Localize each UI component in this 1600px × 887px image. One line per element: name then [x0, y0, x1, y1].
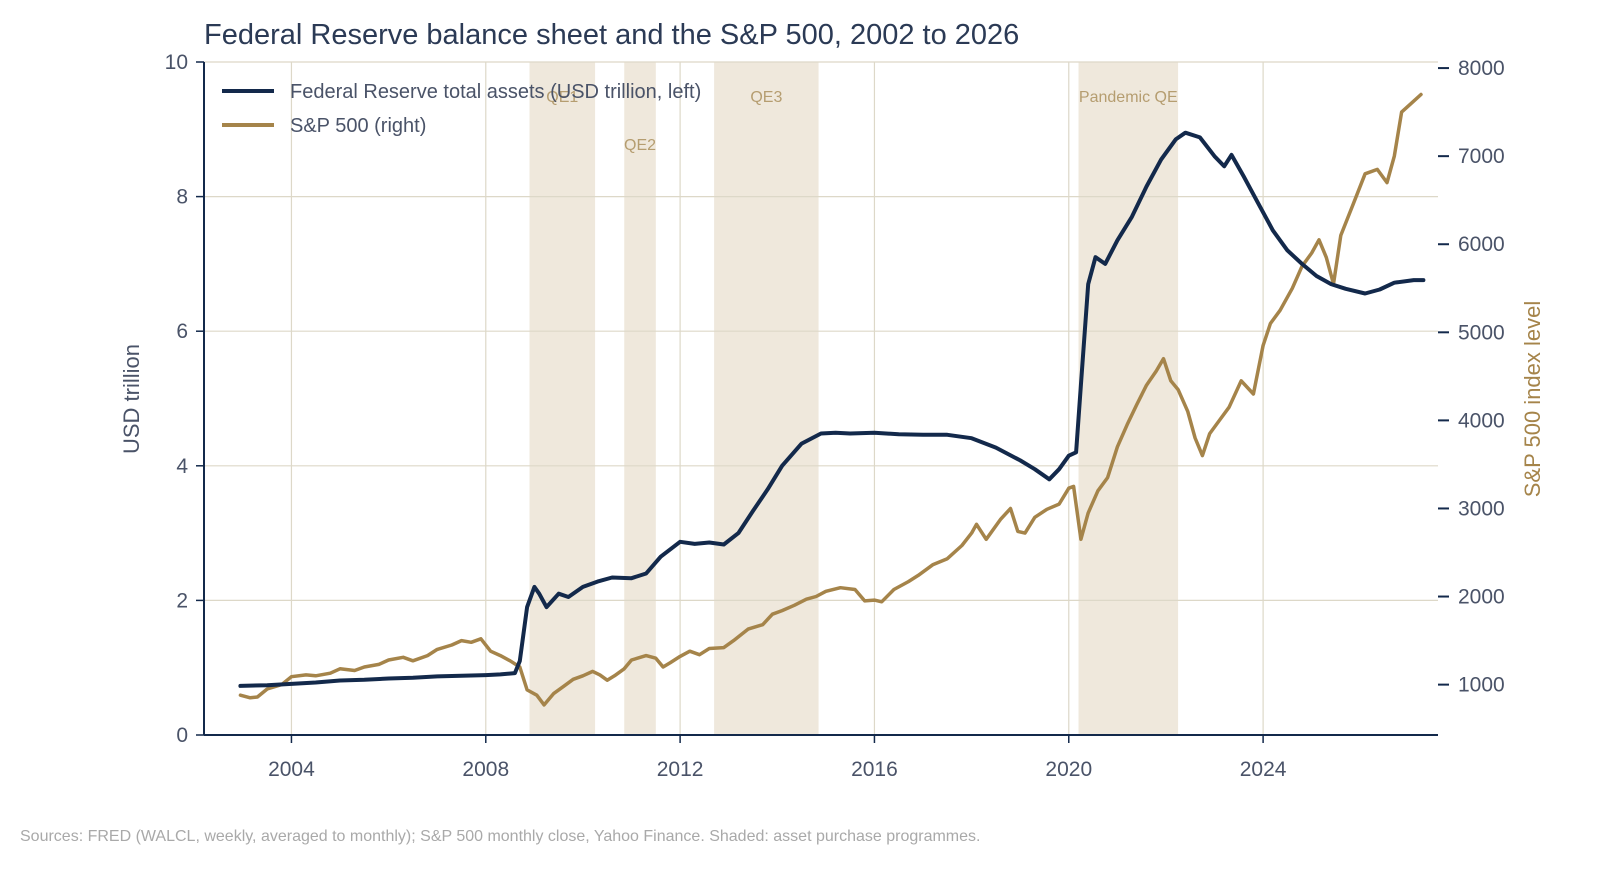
x-tick-label: 2008: [462, 758, 509, 781]
shaded-band-qe2: [624, 62, 656, 735]
y-right-tick-label: 4000: [1458, 409, 1505, 432]
y-left-tick-label: 2: [176, 589, 188, 612]
shaded-band-label: QE2: [624, 137, 656, 154]
grid-lines: [204, 61, 1438, 735]
legend-entry: S&P 500 (right): [290, 115, 426, 137]
y-left-tick-label: 4: [176, 455, 188, 478]
y-right-tick-label: 1000: [1458, 674, 1505, 697]
x-tick-label: 2020: [1045, 758, 1092, 781]
x-tick-label: 2012: [657, 758, 704, 781]
y-right-tick-label: 8000: [1458, 57, 1505, 80]
shaded-period-labels: QE1 QE2 QE3 Pandemic QE: [546, 89, 1177, 154]
legend: Federal Reserve total assets (USD trilli…: [222, 81, 701, 137]
y-right-tick-label: 2000: [1458, 586, 1505, 609]
y-axis-right-title: S&P 500 index level: [1520, 301, 1545, 498]
y-left-tick-label: 6: [176, 320, 188, 343]
x-tick-label: 2024: [1240, 758, 1287, 781]
shaded-band-label: QE1: [546, 89, 578, 106]
y-left-tick-label: 10: [165, 51, 188, 74]
source-note: Sources: FRED (WALCL, weekly, averaged t…: [20, 828, 981, 845]
shaded-band-qe3: [714, 62, 819, 735]
sp500-line: [238, 92, 1423, 707]
legend-entry: Federal Reserve total assets (USD trilli…: [290, 81, 701, 103]
chart-title: Federal Reserve balance sheet and the S&…: [204, 19, 1019, 51]
y-right-tick-label: 5000: [1458, 321, 1505, 344]
y-right-tick-label: 6000: [1458, 233, 1505, 256]
y-left-tick-label: 8: [176, 186, 188, 209]
x-tick-label: 2004: [268, 758, 315, 781]
fed-assets-line: [238, 130, 1426, 688]
y-left-tick-label: 0: [176, 724, 188, 747]
y-axis-left-title: USD trillion: [119, 344, 144, 454]
shaded-periods: [529, 62, 1179, 735]
shaded-band-label: QE3: [750, 89, 782, 106]
y-right-tick-label: 7000: [1458, 145, 1505, 168]
y-right-tick-label: 3000: [1458, 497, 1505, 520]
axes: 0 2 4 6 8 10 1000 2000 3000 4000 5000 6000 7000 8000 2…: [165, 51, 1505, 781]
series-lines: [238, 92, 1426, 707]
shaded-band-label: Pandemic QE: [1079, 89, 1178, 106]
x-tick-label: 2016: [851, 758, 898, 781]
shaded-band-qe1: [529, 62, 596, 735]
shaded-band-pandemic-qe: [1078, 62, 1179, 735]
